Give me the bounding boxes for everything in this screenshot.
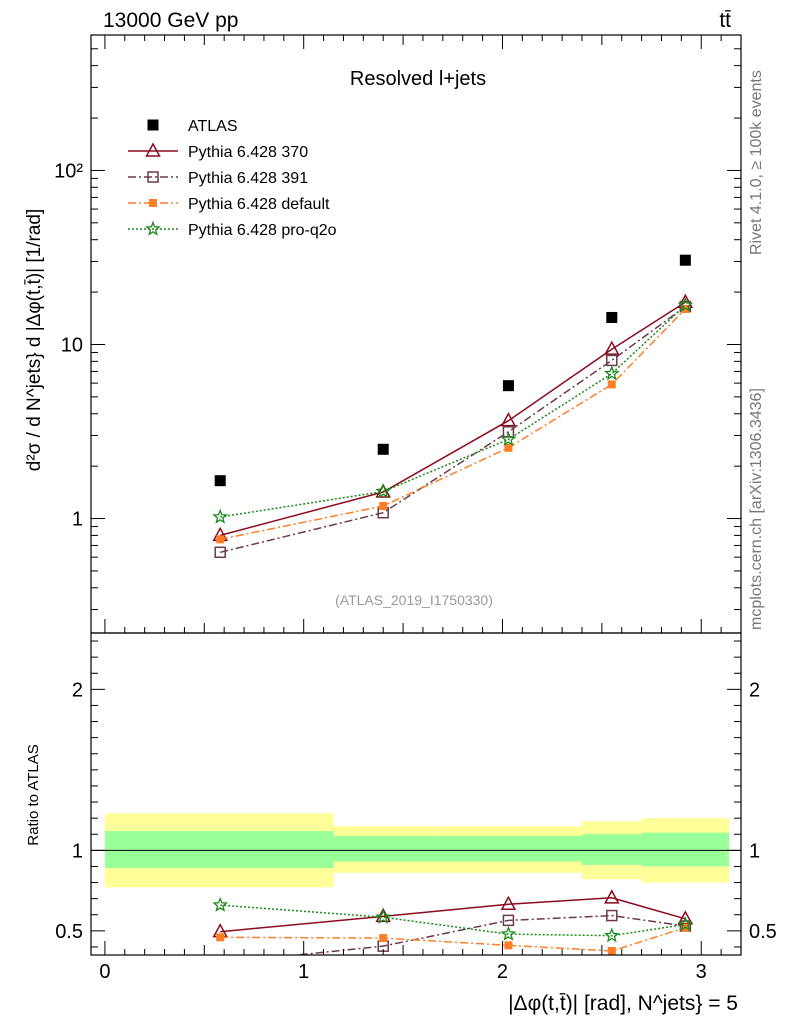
ratio-x-tick-label: 3 (696, 961, 707, 983)
main-point-atlas-3 (606, 311, 618, 323)
x-axis-label: |Δφ(t,t̄)| [rad], N^jets} = 5 (508, 992, 738, 1015)
main-point-pythia-6-428-default-2 (504, 443, 513, 452)
legend-marker-atlas (147, 119, 159, 131)
ratio-line-pythia-6-428-370 (220, 897, 686, 933)
main-point-pythia-6-428-391-0 (214, 546, 226, 559)
legend: ATLAS Pythia 6.428 370 Pythia 6.428 391 Pyt… (128, 118, 337, 239)
header-energy-label: 13000 GeV pp (103, 9, 238, 32)
ratio-stat-band-4 (641, 832, 730, 867)
ratio-point-pythia-6-428-391-2 (502, 914, 515, 927)
ratio-y-tick-label-left: 0.5 (55, 921, 83, 943)
ratio-point-pythia-6-428-default-3 (607, 946, 616, 955)
main-line-pythia-6-428-391 (220, 305, 686, 554)
rivet-version-label: Rivet 4.1.0, ≥ 100k events (748, 70, 765, 255)
ratio-point-pythia-6-428-default-2 (504, 941, 513, 950)
main-point-pythia-6-428-370-3 (604, 340, 620, 355)
ratio-y-axis-label: Ratio to ATLAS (25, 744, 42, 845)
ratio-point-pythia-6-428-370-3 (604, 889, 620, 904)
ratio-point-pythia-6-428-default-1 (379, 934, 388, 943)
main-point-pythia-6-428-pro-q2o-1 (375, 483, 392, 499)
main-y-tick-label: 10 (61, 334, 83, 356)
main-point-atlas-0 (214, 475, 226, 487)
main-point-pythia-6-428-default-3 (607, 380, 616, 389)
main-point-atlas-2 (502, 380, 514, 392)
main-y-tick-label: 10² (54, 160, 83, 182)
main-point-pythia-6-428-391-2 (502, 426, 515, 438)
main-point-pythia-6-428-pro-q2o-4 (677, 297, 694, 312)
main-plot-series (212, 254, 694, 559)
main-line-pythia-6-428-370 (220, 301, 686, 537)
legend-marker-pythia-6-428-370 (145, 142, 161, 157)
ratio-plot-series (212, 889, 694, 955)
legend-label-atlas: ATLAS (188, 118, 238, 135)
ratio-y-tick-label-left: 1 (72, 840, 83, 862)
main-point-pythia-6-428-default-0 (216, 535, 225, 544)
main-y-axis-label: d²σ / d N^jets} d |Δφ(t,t̄)| [1/rad] (24, 209, 45, 472)
ratio-point-pythia-6-428-391-3 (606, 909, 618, 922)
ratio-line-pythia-6-428-pro-q2o (220, 904, 686, 937)
ratio-y-tick-label-right: 2 (749, 679, 760, 701)
ratio-y-tick-label-right: 0.5 (749, 921, 777, 943)
main-point-pythia-6-428-370-1 (375, 483, 391, 498)
mcplots-label: mcplots.cern.ch [arXiv:1306.3436] (748, 388, 765, 630)
main-point-pythia-6-428-pro-q2o-3 (603, 365, 620, 381)
legend-label-pythia-6-428-370: Pythia 6.428 370 (188, 144, 308, 161)
legend-label-pythia-6-428-pro-q2o: Pythia 6.428 pro-q2o (188, 222, 337, 239)
legend-label-pythia-6-428-default: Pythia 6.428 default (188, 196, 330, 213)
legend-label-pythia-6-428-391: Pythia 6.428 391 (188, 170, 308, 187)
ratio-stat-band-3 (581, 834, 642, 865)
main-y-tick-label: 1 (72, 509, 83, 531)
main-point-pythia-6-428-pro-q2o-0 (212, 508, 229, 524)
main-line-pythia-6-428-pro-q2o (220, 304, 686, 518)
ratio-y-tick-label-right: 1 (749, 840, 760, 862)
legend-marker-pythia-6-428-pro-q2o (145, 220, 161, 236)
ratio-point-pythia-6-428-370-2 (500, 895, 517, 911)
analysis-watermark: (ATLAS_2019_I1750330) (335, 592, 493, 608)
main-point-pythia-6-428-370-2 (500, 412, 517, 427)
ratio-point-pythia-6-428-pro-q2o-2 (500, 925, 517, 941)
main-line-pythia-6-428-default (220, 308, 686, 541)
ratio-x-tick-label: 2 (497, 961, 508, 983)
ratio-uncertainty-bands (91, 813, 741, 888)
main-point-atlas-1 (377, 443, 389, 455)
ratio-stat-band-2 (432, 835, 582, 862)
main-point-pythia-6-428-default-1 (379, 502, 388, 511)
ratio-point-pythia-6-428-pro-q2o-1 (375, 908, 392, 924)
ratio-plot-frame (90, 632, 742, 956)
main-point-pythia-6-428-default-4 (681, 304, 690, 313)
ratio-stat-band-1 (333, 835, 433, 862)
ratio-point-pythia-6-428-pro-q2o-4 (677, 916, 694, 932)
main-point-pythia-6-428-391-3 (606, 354, 618, 367)
legend-marker-pythia-6-428-default (149, 199, 157, 207)
ratio-point-pythia-6-428-default-0 (216, 933, 225, 942)
header-process-label: tt̄ (719, 9, 731, 32)
ratio-x-tick-label: 1 (298, 961, 309, 983)
main-point-atlas-4 (679, 254, 691, 266)
ratio-y-tick-label-left: 2 (72, 679, 83, 701)
plot-title: Resolved l+jets (350, 68, 486, 90)
ratio-point-pythia-6-428-pro-q2o-0 (212, 896, 229, 912)
main-point-pythia-6-428-pro-q2o-2 (500, 431, 517, 447)
ratio-x-tick-label: 0 (99, 961, 110, 983)
axes: 1 10 10² 0 1 2 3 0.5 0.5 1 1 2 2 (54, 34, 777, 983)
ratio-point-pythia-6-428-pro-q2o-3 (603, 927, 620, 943)
legend-marker-pythia-6-428-391 (147, 171, 159, 183)
ratio-stat-band-0 (104, 831, 334, 869)
ratio-line-pythia-6-428-391 (290, 914, 686, 955)
